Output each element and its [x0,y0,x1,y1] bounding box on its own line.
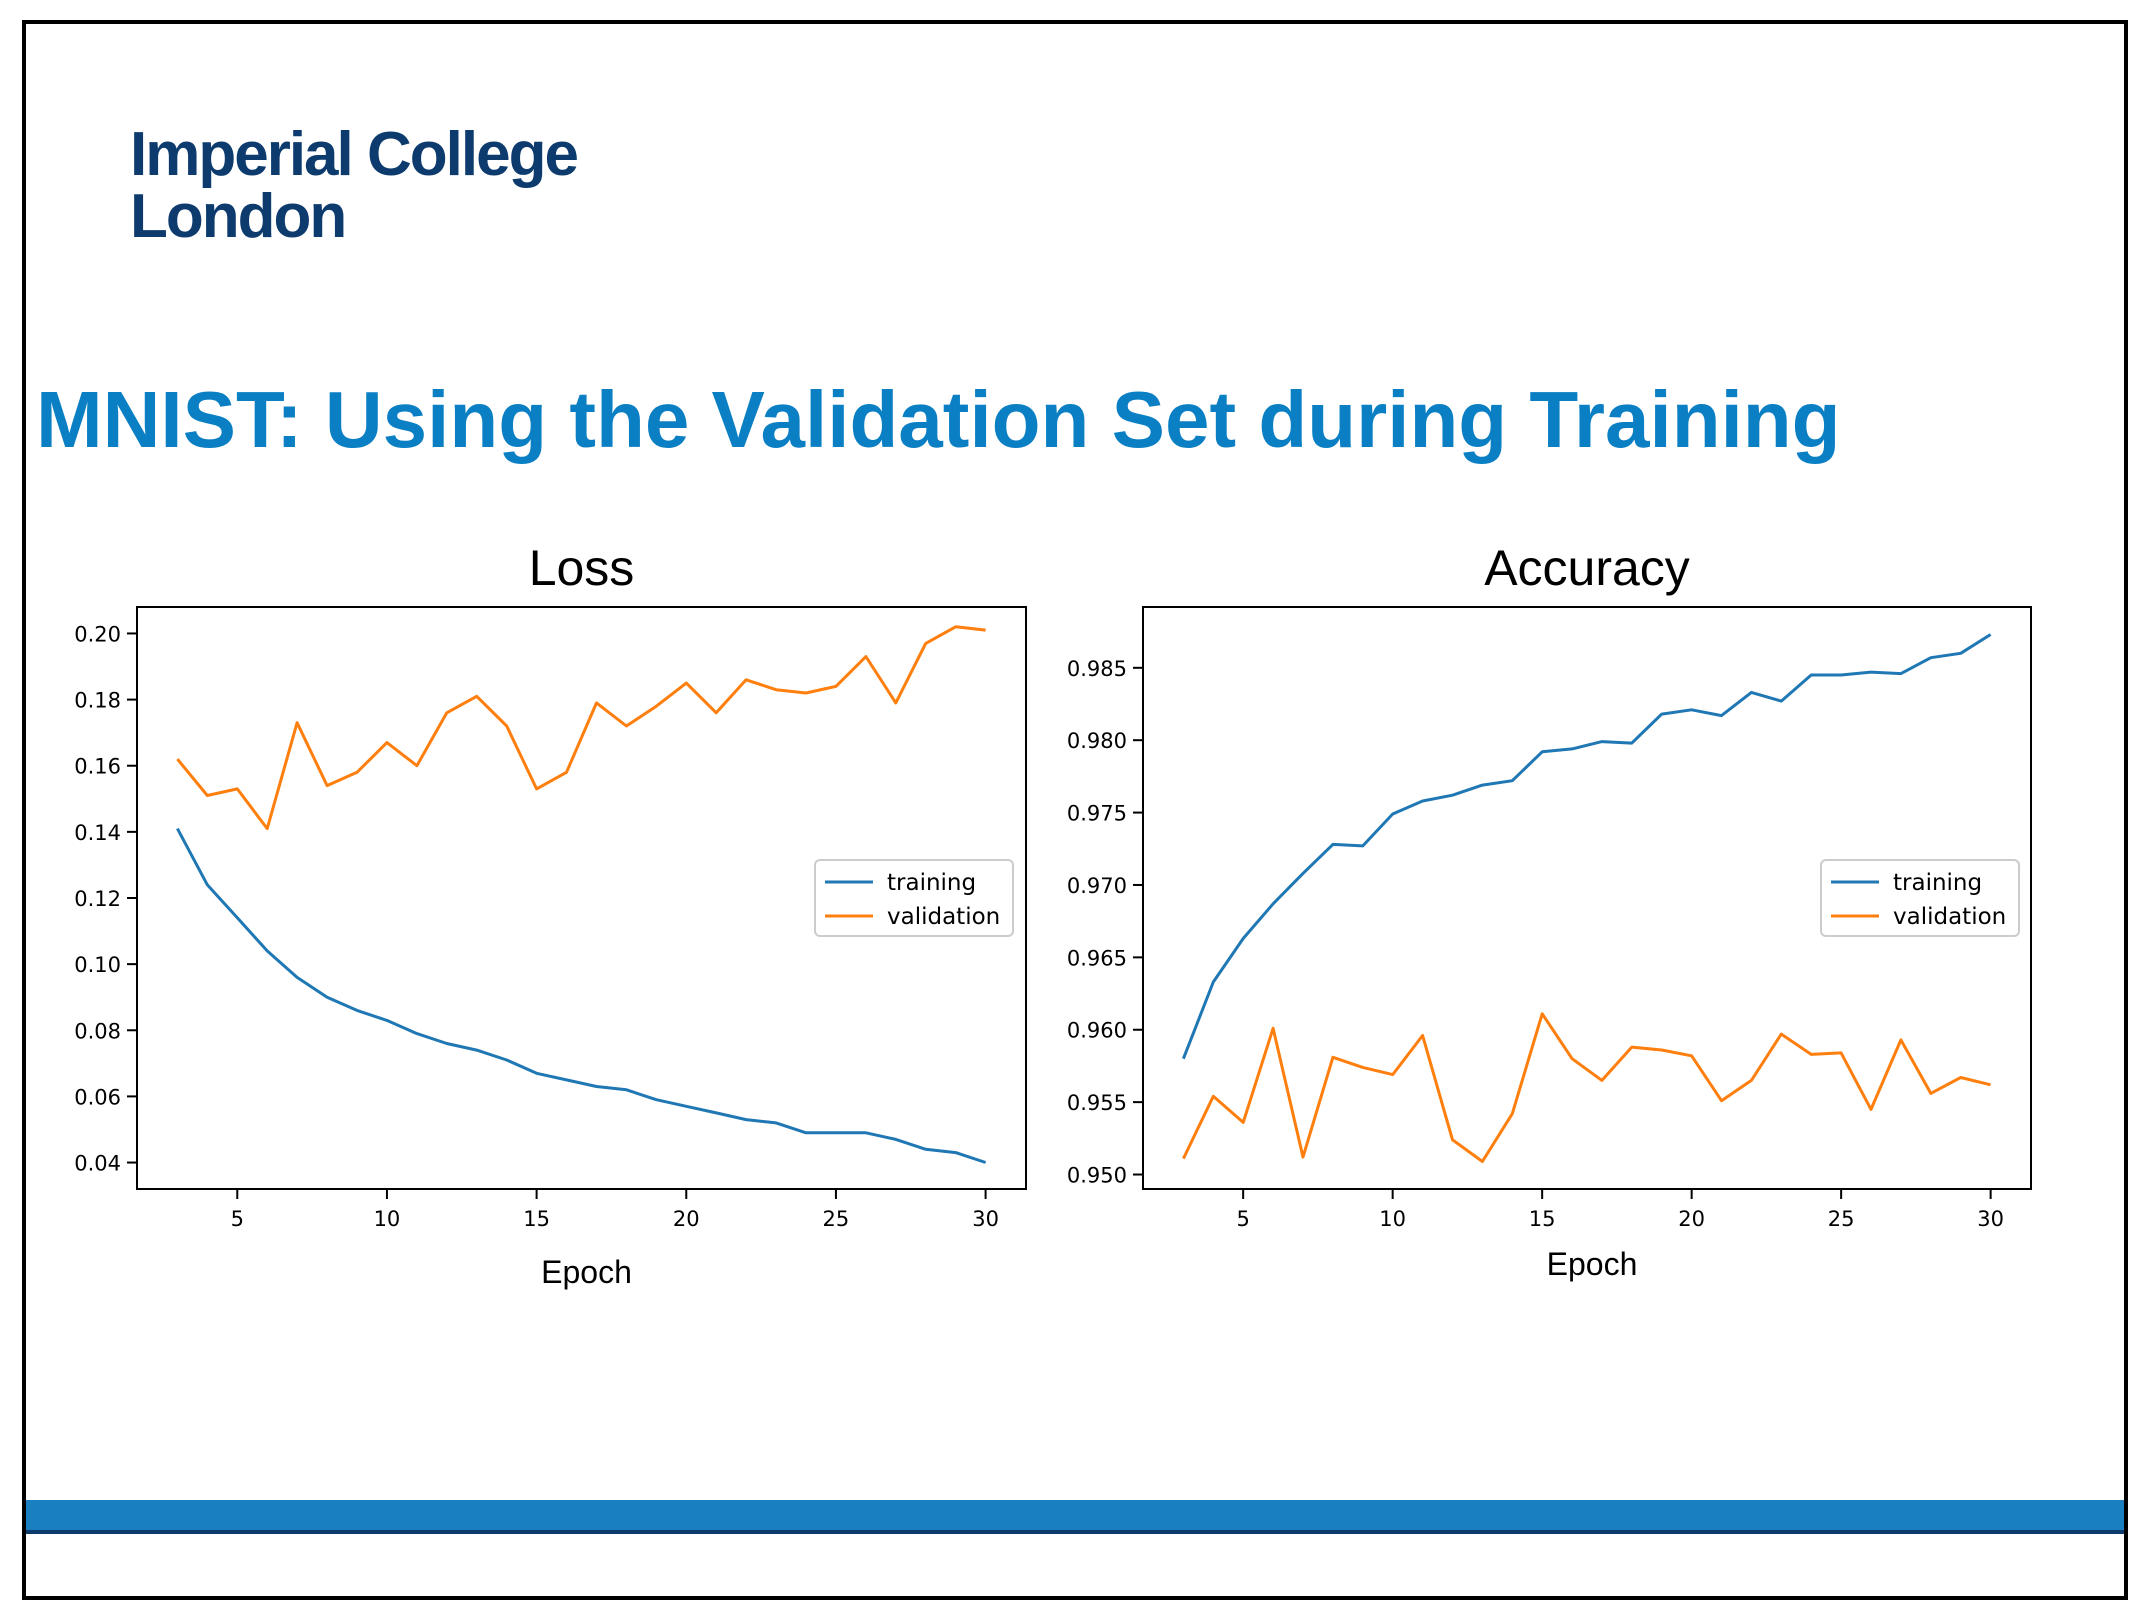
loss-x-tick-label: 15 [523,1207,550,1231]
loss-x-tick-label: 25 [823,1207,850,1231]
footer-bar [26,1500,2124,1530]
accuracy-plot-frame [1142,606,2032,1190]
loss-y-tick-label: 0.08 [74,1019,121,1043]
accuracy-x-tick-label: 30 [1977,1207,2004,1231]
loss-y-tick-label: 0.18 [74,689,121,713]
loss-y-tick-label: 0.10 [74,953,121,977]
accuracy-legend-label-validation: validation [1893,904,2006,930]
loss-series-training-line [176,827,987,1164]
loss-legend: training validation [814,859,1014,937]
accuracy-y-tick-label: 0.960 [1067,1019,1127,1043]
accuracy-legend: training validation [1820,859,2020,937]
loss-y-tick-label: 0.12 [74,887,121,911]
college-logo: Imperial College London [130,120,579,251]
accuracy-legend-label-training: training [1893,870,1982,896]
loss-x-axis-label: Epoch [541,1254,632,1290]
accuracy-y-tick-label: 0.965 [1067,946,1127,970]
accuracy-y-tick-label: 0.950 [1067,1164,1127,1188]
loss-x-tick-label: 5 [231,1207,244,1231]
accuracy-x-tick-label: 25 [1828,1207,1855,1231]
accuracy-y-tick-label: 0.955 [1067,1091,1127,1115]
accuracy-series-validation-line [1182,1012,1991,1163]
accuracy-y-tick-label: 0.975 [1067,802,1127,826]
accuracy-x-tick-label: 15 [1529,1207,1556,1231]
accuracy-x-tick-label: 20 [1678,1207,1705,1231]
loss-x-tick-label: 20 [673,1207,700,1231]
loss-chart: Loss 5 10 15 20 25 30 0.04 0.06 0.08 0.10 0.12 0.14 0… [74,540,1027,1290]
accuracy-x-tick-label: 5 [1236,1207,1249,1231]
accuracy-chart: Accuracy 5 10 15 20 25 30 0.950 0.955 0.960 0.965 0… [1067,540,2032,1282]
loss-legend-label-validation: validation [887,904,1000,930]
accuracy-y-tick-label: 0.985 [1067,657,1127,681]
loss-y-tick-label: 0.06 [74,1085,121,1109]
accuracy-y-tick-label: 0.980 [1067,729,1127,753]
accuracy-x-tick-label: 10 [1379,1207,1406,1231]
loss-x-tick-label: 10 [374,1207,401,1231]
loss-y-tick-label: 0.20 [74,622,121,646]
footer-line [26,1530,2124,1534]
loss-series-validation-line [176,625,986,831]
loss-y-tick-label: 0.14 [74,821,121,845]
logo-line-1: Imperial College [130,120,579,189]
slide: Imperial College London MNIST: Using the… [22,20,2128,1600]
loss-legend-label-training: training [887,870,976,896]
logo-line-2: London [130,182,347,251]
accuracy-chart-title: Accuracy [1484,540,1690,596]
loss-x-tick-label: 30 [972,1207,999,1231]
accuracy-series-training-line [1182,633,1992,1060]
loss-chart-title: Loss [529,540,635,596]
loss-y-tick-label: 0.16 [74,755,121,779]
loss-y-tick-label: 0.04 [74,1152,121,1176]
slide-title: MNIST: Using the Validation Set during T… [36,375,1841,464]
accuracy-x-axis-label: Epoch [1547,1246,1638,1282]
accuracy-y-tick-label: 0.970 [1067,874,1127,898]
